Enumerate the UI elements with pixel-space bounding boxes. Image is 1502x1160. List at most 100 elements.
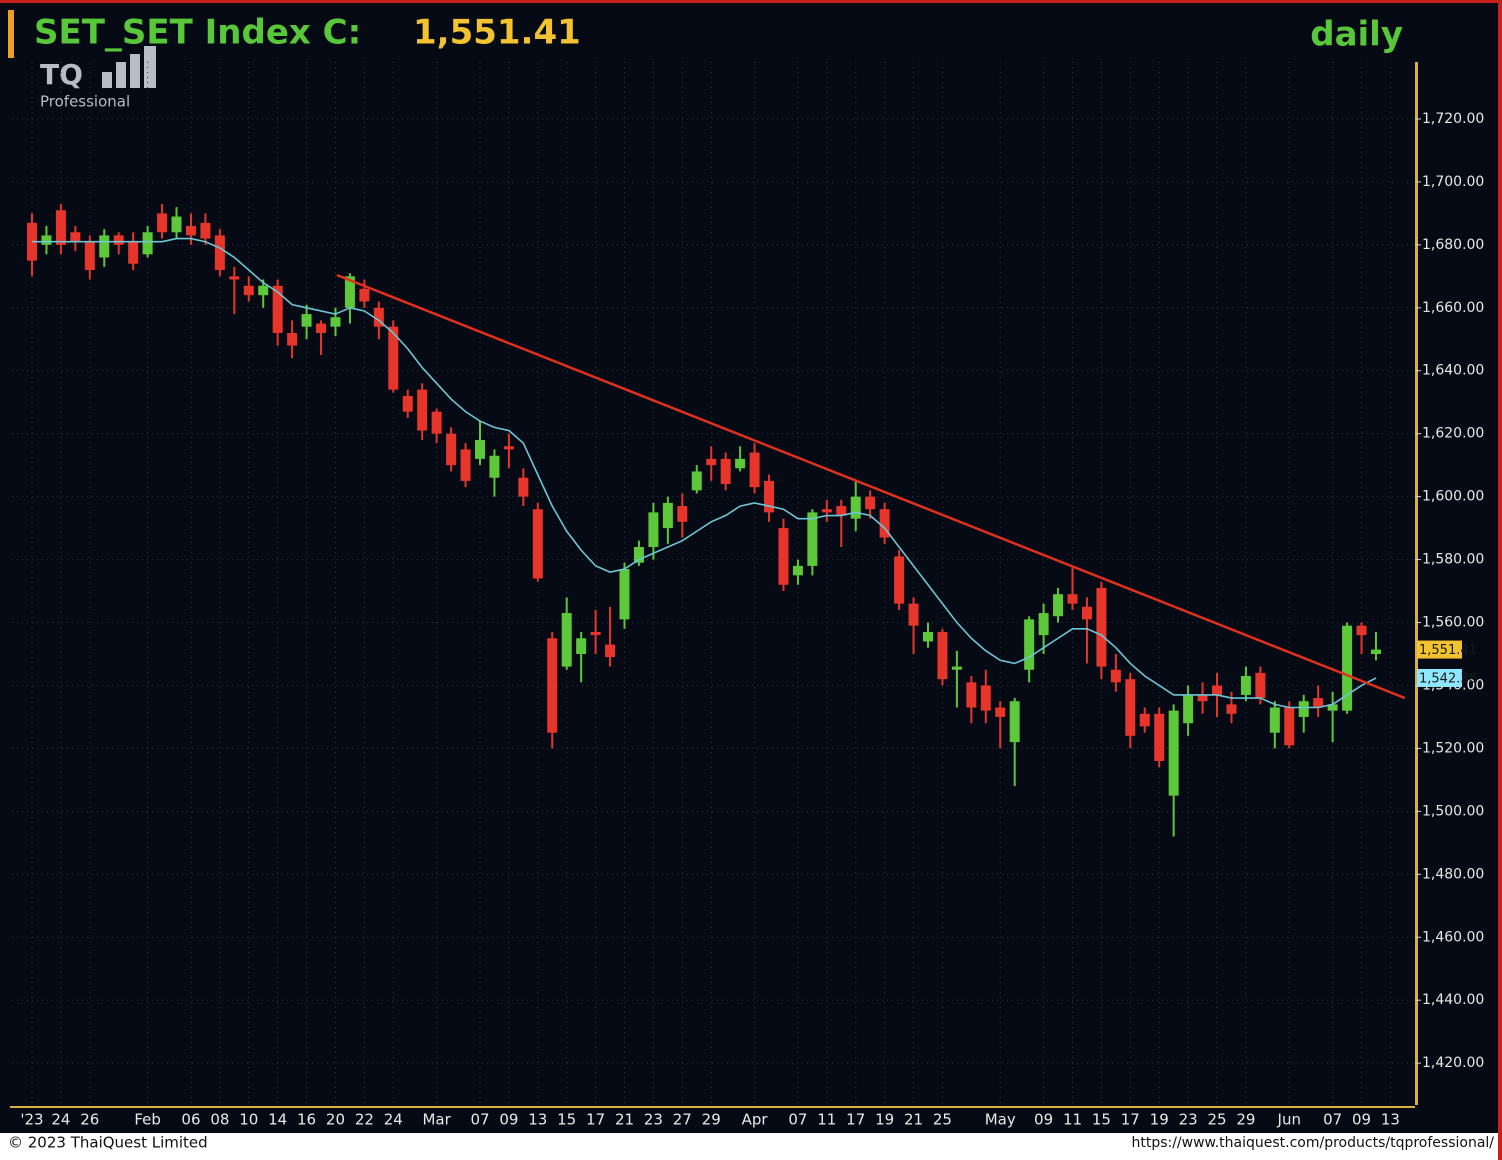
- candle-body: [605, 644, 616, 658]
- candle-body: [1342, 625, 1353, 711]
- candle-body: [417, 389, 428, 431]
- candle-body: [388, 326, 399, 390]
- candle-body: [792, 565, 803, 576]
- candle-body: [359, 288, 370, 302]
- x-tick-label: 15: [557, 1111, 576, 1129]
- logo-mark: TQ: [40, 58, 83, 91]
- y-axis-line: [1415, 62, 1418, 1105]
- candle-body: [373, 307, 384, 327]
- candle-body: [460, 449, 471, 481]
- candle-body: [1183, 694, 1194, 724]
- candle-body: [214, 235, 225, 271]
- x-tick-label: 17: [1121, 1111, 1140, 1129]
- candle-body: [1096, 587, 1107, 667]
- candle-body: [691, 471, 702, 491]
- candle-body: [1356, 625, 1367, 636]
- x-tick-label: 22: [355, 1111, 374, 1129]
- x-tick-label: 07: [470, 1111, 489, 1129]
- candle-body: [1298, 701, 1309, 717]
- candle-body: [1024, 619, 1035, 670]
- candle-body: [995, 707, 1006, 717]
- y-tick-label: 1,420.00: [1422, 1055, 1484, 1071]
- candle-body: [1313, 698, 1324, 708]
- x-tick-label: Feb: [134, 1111, 161, 1129]
- x-tick-label: 09: [1352, 1111, 1371, 1129]
- candle-body: [547, 638, 558, 733]
- candle-body: [185, 225, 196, 236]
- candle-body: [229, 276, 240, 280]
- candle-body: [142, 232, 153, 255]
- candle-body: [1255, 672, 1266, 699]
- x-tick-label: 19: [875, 1111, 894, 1129]
- x-tick-label: 06: [181, 1111, 200, 1129]
- logo-bars: [102, 46, 156, 88]
- x-tick-label: 08: [210, 1111, 229, 1129]
- x-tick-label: 09: [1034, 1111, 1053, 1129]
- y-tick-label: 1,700.00: [1422, 174, 1484, 190]
- price-tag: [1417, 668, 1462, 687]
- candle-body: [735, 458, 746, 469]
- candle-body: [344, 276, 355, 308]
- candle-body: [865, 496, 876, 510]
- candle-body: [258, 285, 269, 296]
- candle-body: [648, 512, 659, 547]
- title-value: 1,551.41: [413, 13, 581, 53]
- y-tick-label: 1,720.00: [1422, 111, 1484, 127]
- trendline: [336, 273, 1406, 700]
- candle-body: [272, 285, 283, 333]
- candle-body: [807, 512, 818, 566]
- y-tick-label: 1,600.00: [1422, 489, 1484, 505]
- moving-average: [32, 237, 1377, 709]
- top-border: [0, 0, 1502, 3]
- candle-body: [922, 631, 933, 642]
- y-tick-label: 1,500.00: [1422, 803, 1484, 819]
- candle-body: [879, 509, 890, 538]
- candle-body: [330, 317, 341, 327]
- background: [0, 0, 1502, 1133]
- candle-body: [937, 631, 948, 680]
- x-tick-label: 07: [788, 1111, 807, 1129]
- x-tick-label: 21: [615, 1111, 634, 1129]
- candle-body: [821, 509, 832, 513]
- candle-body: [1154, 713, 1165, 762]
- candle-body: [1370, 649, 1381, 654]
- candle-body: [489, 455, 500, 478]
- candle-body: [113, 235, 124, 245]
- x-tick-label: 17: [586, 1111, 605, 1129]
- candle-body: [402, 395, 413, 412]
- candle-body: [561, 613, 572, 667]
- candle-body: [157, 213, 168, 233]
- y-tick-label: 1,480.00: [1422, 866, 1484, 882]
- candle-body: [1139, 713, 1150, 727]
- candle-body: [966, 682, 977, 708]
- candle-body: [446, 433, 457, 466]
- candle-body: [1327, 704, 1338, 711]
- footer-left: © 2023 ThaiQuest Limited: [8, 1134, 208, 1152]
- candle-body: [1240, 676, 1251, 695]
- candle-body: [1226, 704, 1237, 714]
- x-tick-label: 24: [384, 1111, 403, 1129]
- x-tick-label: '23: [20, 1111, 43, 1129]
- candle-body: [41, 235, 52, 245]
- x-tick-label: 24: [51, 1111, 70, 1129]
- candle-body: [128, 241, 139, 264]
- candle-body: [316, 323, 327, 333]
- x-tick-label: 23: [644, 1111, 663, 1129]
- footer: [0, 1133, 1498, 1160]
- x-tick-label: 23: [1179, 1111, 1198, 1129]
- candle-body: [778, 528, 789, 585]
- candle-body: [951, 666, 962, 670]
- x-tick-label: 29: [1236, 1111, 1255, 1129]
- candle-body: [1081, 606, 1092, 620]
- price-tag-label: 1,542.38: [1419, 671, 1477, 686]
- x-tick-label: 27: [673, 1111, 692, 1129]
- right-border: [1498, 0, 1502, 1160]
- x-tick-label: 11: [1063, 1111, 1082, 1129]
- candle-body: [980, 685, 991, 711]
- candle-body: [1067, 594, 1078, 604]
- candle-body: [619, 569, 630, 620]
- x-tick-label: 13: [1381, 1111, 1400, 1129]
- x-tick-label: 21: [904, 1111, 923, 1129]
- candle-body: [836, 506, 847, 516]
